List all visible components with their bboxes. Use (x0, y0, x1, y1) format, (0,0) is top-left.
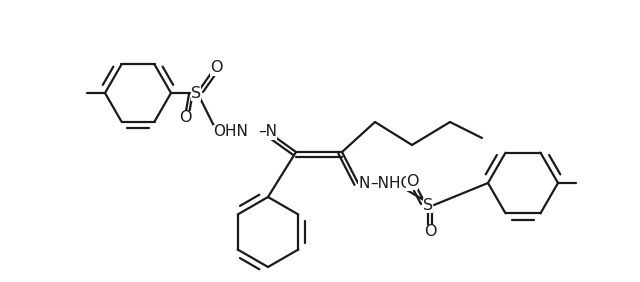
Text: O: O (424, 224, 436, 239)
Text: O: O (406, 175, 419, 190)
Text: –NHO: –NHO (370, 175, 413, 191)
Text: S: S (423, 197, 433, 213)
Text: –N: –N (258, 124, 277, 140)
Text: OHN: OHN (213, 124, 248, 140)
Text: O: O (179, 111, 191, 125)
Text: O: O (210, 61, 222, 76)
Text: S: S (191, 85, 201, 100)
Text: N: N (358, 175, 369, 191)
